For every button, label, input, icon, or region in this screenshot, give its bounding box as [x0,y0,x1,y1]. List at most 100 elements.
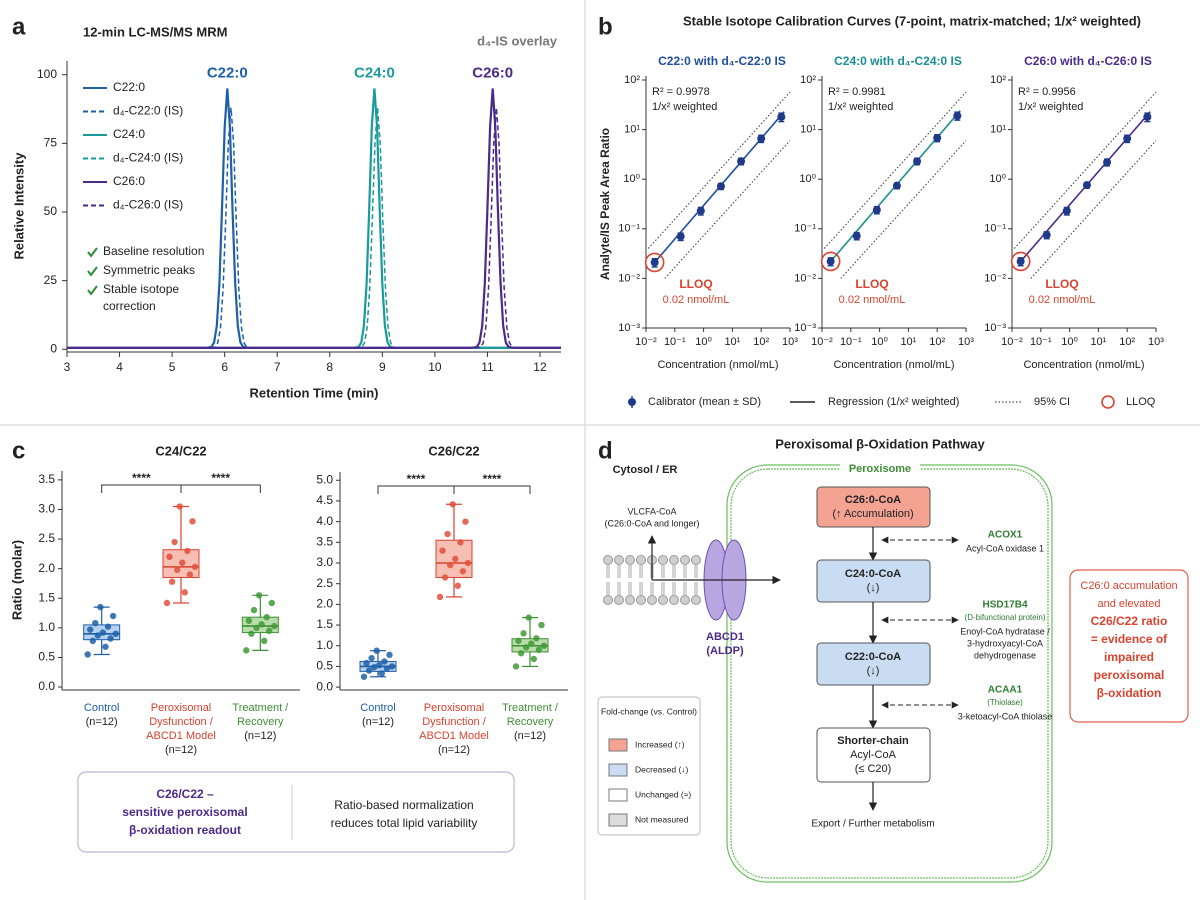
y-tick-label: 10⁻² [984,272,1006,284]
lipid-head [680,595,690,605]
significance-bracket [101,484,182,493]
data-point [253,624,260,632]
lloq-marker [644,252,665,273]
substrate-label: (C26:0-CoA and longer) [604,518,699,528]
data-point [386,651,393,659]
x-axis-label: Concentration (nmol/mL) [657,359,778,371]
legend-label: d₄-C26:0 (IS) [113,198,183,212]
significance-label: **** [407,472,426,486]
data-point [166,553,173,561]
legend-swatch [608,763,628,777]
data-point [462,518,469,525]
enzyme-name: HSD17B4 [982,600,1027,611]
category-n: (n=12) [514,730,546,742]
data-point [535,646,543,654]
x-tick-label: 3 [64,360,71,374]
lloq-value: 0.02 nmol/mL [839,294,906,306]
data-point [176,503,183,510]
export-label: Export / Further metabolism [811,819,934,830]
x-tick-label: 10⁻² [811,336,833,348]
data-point [102,643,109,650]
x-tick-label: 10⁻¹ [664,336,686,348]
y-tick-label: 10⁰ [989,173,1006,185]
data-point [464,559,472,567]
data-point [174,566,181,574]
category-label: ABCD1 Model [146,730,216,742]
x-tick-label: 10³ [1148,336,1164,348]
data-point [376,661,383,669]
ci-line [1013,91,1157,249]
node-label: (↑ Accumulation) [832,508,913,520]
peak-label: C26:0 [472,64,513,81]
category-label: Recovery [507,716,554,728]
data-point [107,635,114,642]
ci-line [840,140,967,279]
note-text: C26/C22 – [156,787,214,801]
data-point [191,563,199,571]
peak-label: C24:0 [354,64,395,81]
panel-label: d [598,437,613,464]
y-tick-label: 1.0 [316,638,333,652]
x-axis-label: Concentration (nmol/mL) [833,359,954,371]
data-point [538,621,545,629]
calibrator-point [933,133,942,142]
y-tick-label: 0.5 [38,650,55,664]
conclusion-text: β-oxidation [1097,686,1162,700]
y-tick-label: 10⁻² [618,272,640,284]
x-tick-label: 10² [753,336,769,348]
data-point [368,654,375,662]
data-point [263,613,270,621]
transporter-label: ABCD1 [706,631,744,643]
lipid-head [647,595,657,605]
category-label: Treatment / [502,702,559,714]
y-tick-label: 1.0 [38,620,55,634]
data-point [517,649,525,657]
y-tick-label: 2.0 [316,597,333,611]
data-point [84,651,91,658]
legend-label: Calibrator (mean ± SD) [648,396,761,408]
x-tick-label: 10¹ [900,336,916,348]
lipid-head [691,555,701,565]
y-tick-label: 10² [990,74,1006,86]
chromatogram-line [67,107,561,349]
x-tick-label: 10 [428,360,442,374]
data-point [452,555,459,563]
node-label: (↓) [867,665,880,677]
enzyme-description: 3-hydroxyacyl-CoA [967,638,1043,648]
x-tick-label: 10⁻¹ [840,336,862,348]
y-tick-label: 10² [800,74,816,86]
calibrator-point [757,134,766,143]
y-tick-label: 10⁰ [799,173,816,185]
calibrator-point [650,258,659,267]
data-point [255,592,263,599]
data-point [457,539,464,546]
legend-title: Fold-change (vs. Control) [601,706,697,716]
x-tick-label: 10² [1119,336,1135,348]
weighting-label: 1/x² weighted [1018,101,1083,113]
panel-label: a [12,13,26,40]
transporter-label: (ALDP) [706,645,744,657]
note-text: sensitive peroxisomal [122,805,247,819]
x-tick-label: 10⁰ [695,336,712,348]
data-point [381,658,388,665]
panel-label: b [598,13,613,40]
x-tick-label: 10⁻¹ [1030,336,1052,348]
y-tick-label: 10⁻¹ [794,223,816,235]
conclusion-box [1069,569,1189,723]
calibrator-point [852,231,861,240]
data-point [266,627,273,635]
chart-title: Stable Isotope Calibration Curves (7-poi… [683,13,1141,28]
significance-label: **** [211,471,230,485]
node-label: (≤ C20) [855,763,892,775]
y-tick-label: 2.0 [38,561,55,575]
x-tick-label: 12 [533,360,547,374]
data-point [528,640,535,647]
category-label: Recovery [237,716,284,728]
x-axis-label: Concentration (nmol/mL) [1023,359,1144,371]
calibrator-point [953,111,962,120]
x-tick-label: 10³ [958,336,974,348]
lipid-head [625,555,635,565]
ci-line [647,91,791,249]
significance-bracket [377,485,455,494]
